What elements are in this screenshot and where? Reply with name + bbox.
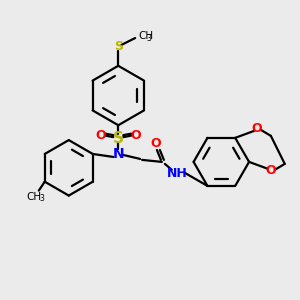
Text: O: O bbox=[266, 164, 276, 177]
Text: O: O bbox=[95, 129, 106, 142]
Text: NH: NH bbox=[167, 167, 188, 180]
Text: 3: 3 bbox=[39, 194, 44, 203]
Text: 3: 3 bbox=[146, 34, 151, 43]
Text: CH: CH bbox=[26, 192, 41, 202]
Text: S: S bbox=[114, 40, 123, 53]
Text: O: O bbox=[252, 122, 262, 135]
Text: S: S bbox=[113, 130, 124, 146]
Text: N: N bbox=[112, 147, 124, 161]
Text: O: O bbox=[131, 129, 141, 142]
Text: O: O bbox=[151, 136, 161, 150]
Text: CH: CH bbox=[138, 31, 153, 41]
